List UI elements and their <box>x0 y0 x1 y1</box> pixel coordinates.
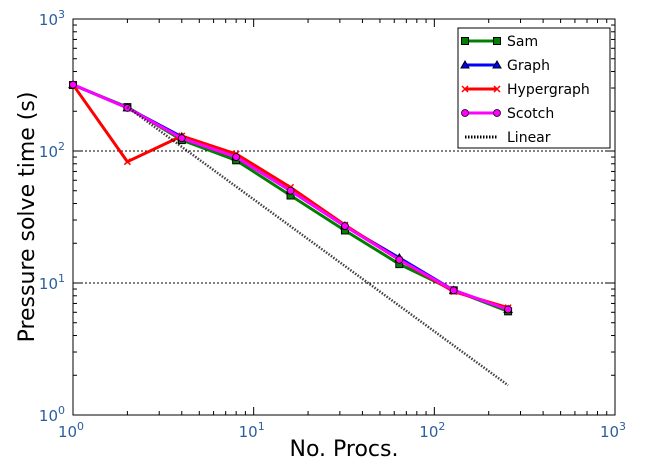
x-tick-label: 103 <box>600 420 626 441</box>
x-axis-label: No. Procs. <box>290 437 399 462</box>
square-marker <box>493 37 501 45</box>
x-marker <box>123 158 131 166</box>
triangle-marker <box>492 59 502 69</box>
legend-label: Hypergraph <box>507 82 590 98</box>
series-linear <box>126 106 509 387</box>
circle-marker <box>395 255 404 264</box>
legend-entry: Scotch <box>461 106 554 122</box>
x-tick-label: 102 <box>419 420 445 441</box>
y-tick-label: 102 <box>39 140 65 161</box>
legend: Sam Graph Hypergraph Scotch Linear <box>457 27 611 149</box>
legend-entry: Hypergraph <box>461 82 590 98</box>
triangle-marker <box>460 59 470 69</box>
legend-label: Sam <box>507 34 538 50</box>
legend-label: Scotch <box>507 106 554 122</box>
legend-entry: Sam <box>461 34 538 50</box>
series-line <box>126 106 509 387</box>
circle-marker <box>232 153 241 161</box>
circle-marker <box>449 286 458 295</box>
circle-marker <box>341 222 349 230</box>
x-tick-label: 100 <box>58 420 84 441</box>
circle-marker <box>493 109 501 117</box>
x-marker <box>461 85 469 93</box>
legend-label: Graph <box>507 58 550 74</box>
y-tick-label: 103 <box>39 8 65 29</box>
circle-marker <box>461 109 469 117</box>
y-tick-label: 101 <box>39 272 65 293</box>
y-axis-label: Pressure solve time (s) <box>15 92 40 343</box>
circle-marker <box>286 186 295 195</box>
legend-label: Linear <box>507 130 551 146</box>
y-tick-label: 100 <box>39 404 65 425</box>
legend-entry: Graph <box>460 58 550 74</box>
legend-entry: Linear <box>465 130 551 146</box>
series-scotch <box>69 80 512 314</box>
circle-marker <box>177 134 186 143</box>
circle-marker <box>69 80 77 89</box>
x-tick-label: 101 <box>239 420 265 441</box>
circle-marker <box>504 305 512 314</box>
x-marker <box>493 85 501 93</box>
square-marker <box>461 37 469 45</box>
